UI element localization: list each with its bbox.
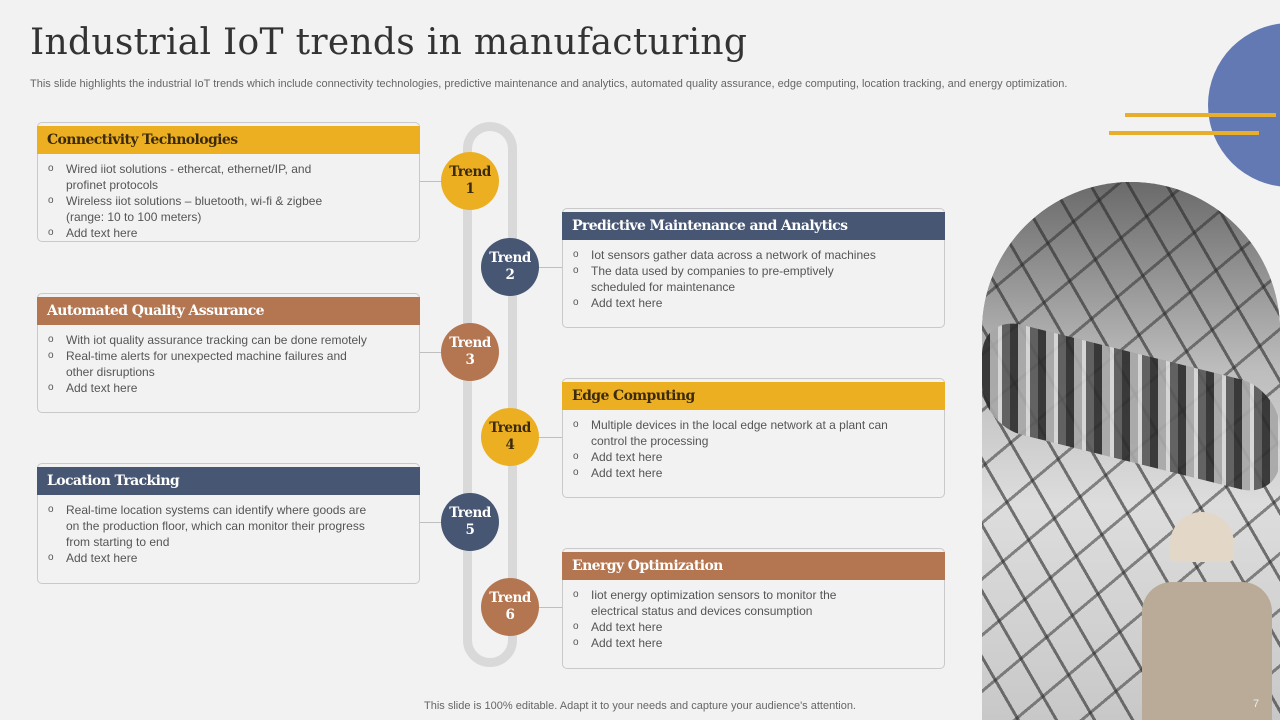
connector-line xyxy=(539,437,562,438)
trend-badge-3: Trend 3 xyxy=(441,323,499,381)
slide-title: Industrial IoT trends in manufacturing xyxy=(30,22,748,63)
card-header: Energy Optimization xyxy=(562,552,945,580)
trend-number: 4 xyxy=(505,437,515,453)
bullet-list: Wired iiot solutions - ethercat, etherne… xyxy=(38,154,419,247)
bullet-item: Add text here xyxy=(48,550,409,566)
bullet-item: Add text here xyxy=(573,449,934,465)
trend-label: Trend xyxy=(489,590,531,606)
industrial-worker-photo xyxy=(982,182,1280,720)
trend-label: Trend xyxy=(449,335,491,351)
bullet-list: Iot sensors gather data across a network… xyxy=(563,240,944,317)
connector-line xyxy=(539,267,562,268)
trend-badge-5: Trend 5 xyxy=(441,493,499,551)
bullet-item: Wireless iiot solutions – bluetooth, wi-… xyxy=(48,193,409,225)
trend-badge-1: Trend 1 xyxy=(441,152,499,210)
trend-label: Trend xyxy=(489,420,531,436)
bullet-list: Multiple devices in the local edge netwo… xyxy=(563,410,944,487)
bullet-item: Real-time location systems can identify … xyxy=(48,502,409,550)
trend-label: Trend xyxy=(449,164,491,180)
bullet-item: Iiot energy optimization sensors to moni… xyxy=(573,587,934,619)
bullet-item: Multiple devices in the local edge netwo… xyxy=(573,417,934,449)
bullet-item: Add text here xyxy=(573,635,934,651)
decorative-blue-circle xyxy=(1208,23,1280,187)
card-header: Location Tracking xyxy=(37,467,420,495)
connector-line xyxy=(419,181,441,182)
slide-subtitle: This slide highlights the industrial IoT… xyxy=(30,78,1068,90)
card-header: Edge Computing xyxy=(562,382,945,410)
trend-number: 5 xyxy=(465,522,475,538)
trend-card-4: Edge Computing Multiple devices in the lo… xyxy=(562,378,945,498)
trend-number: 6 xyxy=(505,607,515,623)
trend-card-1: Connectivity Technologies Wired iiot solu… xyxy=(37,122,420,242)
bullet-item: Wired iiot solutions - ethercat, etherne… xyxy=(48,161,409,193)
card-header: Predictive Maintenance and Analytics xyxy=(562,212,945,240)
trend-badge-6: Trend 6 xyxy=(481,578,539,636)
trend-number: 3 xyxy=(465,352,475,368)
timeline-track xyxy=(463,122,517,667)
bullet-item: With iot quality assurance tracking can … xyxy=(48,332,409,348)
bullet-item: Add text here xyxy=(48,225,409,241)
blue-circle-shape xyxy=(1208,23,1280,187)
trend-card-3: Automated Quality Assurance With iot qual… xyxy=(37,293,420,413)
trend-card-2: Predictive Maintenance and Analytics Iot … xyxy=(562,208,945,328)
worker-helmet xyxy=(1170,512,1234,562)
trend-card-5: Location Tracking Real-time location syst… xyxy=(37,463,420,584)
trend-badge-4: Trend 4 xyxy=(481,408,539,466)
trend-card-6: Energy Optimization Iiot energy optimizat… xyxy=(562,548,945,669)
decorative-gold-line xyxy=(1125,113,1276,117)
connector-line xyxy=(419,352,441,353)
bullet-list: Iiot energy optimization sensors to moni… xyxy=(563,580,944,657)
trend-number: 1 xyxy=(465,181,475,197)
connector-line xyxy=(539,607,562,608)
bullet-item: Add text here xyxy=(573,619,934,635)
bullet-list: With iot quality assurance tracking can … xyxy=(38,325,419,402)
decorative-gold-line xyxy=(1109,131,1259,135)
bullet-item: The data used by companies to pre-emptiv… xyxy=(573,263,934,295)
bullet-item: Iot sensors gather data across a network… xyxy=(573,247,934,263)
bullet-item: Add text here xyxy=(573,465,934,481)
worker-vest xyxy=(1142,582,1272,720)
footer-note: This slide is 100% editable. Adapt it to… xyxy=(424,700,856,712)
connector-line xyxy=(419,522,441,523)
trend-label: Trend xyxy=(489,250,531,266)
card-header: Automated Quality Assurance xyxy=(37,297,420,325)
bullet-list: Real-time location systems can identify … xyxy=(38,495,419,572)
card-header: Connectivity Technologies xyxy=(37,126,420,154)
bullet-item: Add text here xyxy=(573,295,934,311)
bullet-item: Real-time alerts for unexpected machine … xyxy=(48,348,409,380)
trend-badge-2: Trend 2 xyxy=(481,238,539,296)
trend-number: 2 xyxy=(505,267,515,283)
trend-label: Trend xyxy=(449,505,491,521)
photo-worker xyxy=(1122,512,1272,720)
page-number: 7 xyxy=(1253,698,1260,710)
bullet-item: Add text here xyxy=(48,380,409,396)
